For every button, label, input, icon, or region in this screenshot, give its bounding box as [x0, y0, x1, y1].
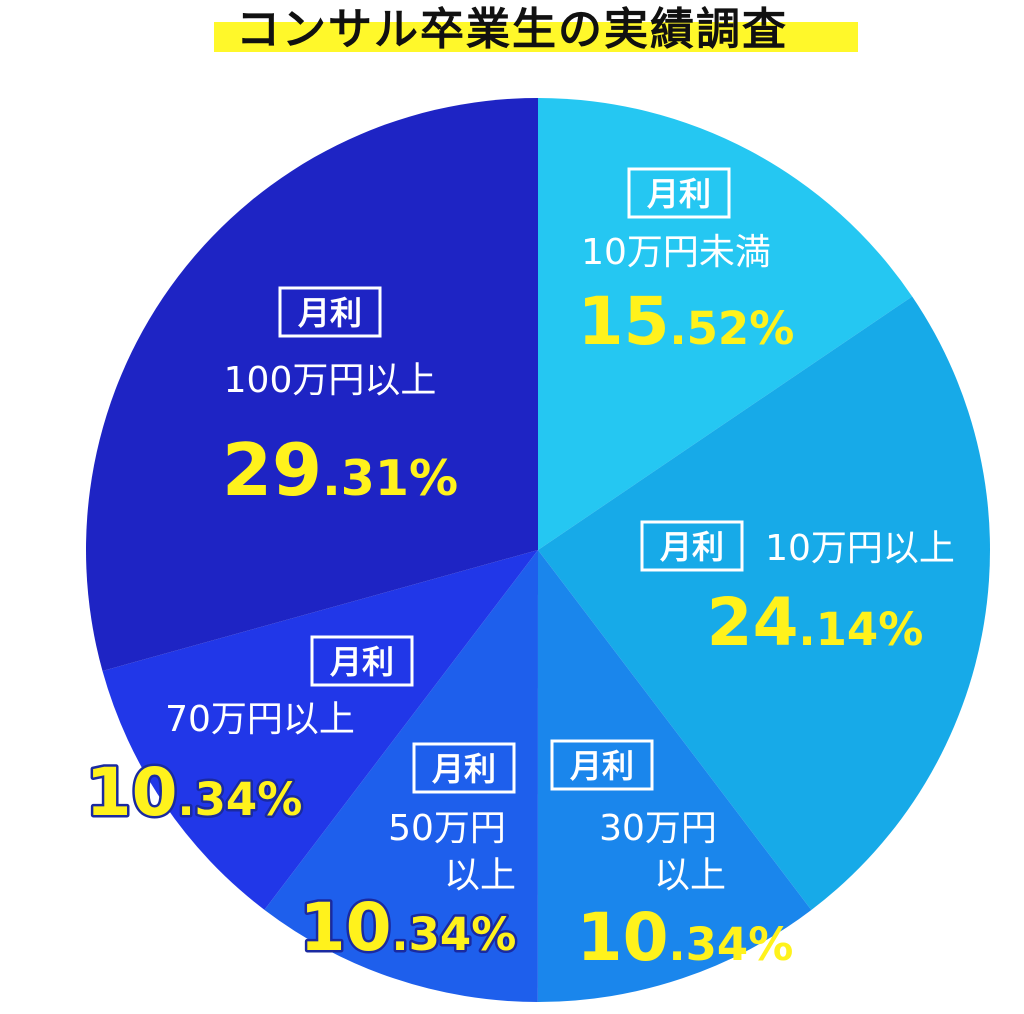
slice-label-6: 月利 100万円以上 29.31% [222, 286, 458, 512]
badge-text: 月利 [647, 175, 711, 213]
category-label: 100万円以上 [224, 360, 437, 401]
percent-decimal: .31% [322, 450, 458, 507]
percent-value: 24.14% [707, 584, 924, 661]
badge-box [640, 520, 744, 572]
title-highlight [214, 22, 858, 52]
category-label: 以上 [654, 855, 726, 896]
badge-text: 月利 [298, 294, 362, 332]
percent-decimal: .34% [669, 918, 794, 971]
percent-decimal: .34% [392, 908, 517, 961]
percent-value: 10.34% [86, 754, 303, 831]
category-label: 10万円以上 [765, 528, 955, 569]
badge-box [278, 286, 382, 338]
pie-slice-1 [538, 98, 913, 550]
badge-text: 月利 [330, 643, 394, 681]
badge-text: 月利 [570, 747, 634, 785]
slice-label-1: 月利 10万円未満 15.52% [578, 167, 795, 360]
pie-slice-6 [85, 98, 538, 671]
badge-box [412, 742, 516, 794]
percent-decimal: .14% [799, 603, 924, 656]
percent-integer: 10 [577, 899, 669, 976]
percent-value: 10.34% [300, 889, 517, 966]
title-area: コンサル卒業生の実績調査 [0, 0, 1024, 64]
percent-integer: 15 [578, 283, 670, 360]
chart-title: コンサル卒業生の実績調査 [236, 4, 788, 55]
badge-text: 月利 [432, 750, 496, 788]
percent-decimal: .34% [178, 773, 303, 826]
percent-integer: 10 [86, 754, 178, 831]
badge-box [310, 635, 414, 687]
category-label: 以上 [444, 855, 516, 896]
pie-slice-4 [264, 550, 538, 1002]
badge-box [550, 739, 654, 791]
percent-integer: 29 [222, 428, 322, 512]
percent-value: 29.31% [222, 428, 458, 512]
category-label: 30万円 [599, 808, 717, 849]
slice-label-5: 月利 70万円以上 10.34% [83, 635, 414, 834]
percent-decimal: .52% [670, 302, 795, 355]
pie-slice-5 [102, 550, 539, 910]
category-label: 10万円未満 [581, 232, 771, 273]
pie-slice-3 [537, 550, 812, 1002]
pie-slice-2 [538, 296, 991, 910]
percent-integer: 10 [300, 889, 392, 966]
percent-integer: 24 [707, 584, 799, 661]
category-label: 50万円 [388, 808, 506, 849]
percent-value: 10.34% [577, 899, 794, 976]
badge-text: 月利 [660, 528, 724, 566]
percent-value: 15.52% [578, 283, 795, 360]
slice-label-2: 月利 10万円以上 24.14% [640, 520, 955, 661]
badge-box [627, 167, 731, 219]
category-label: 70万円以上 [165, 699, 355, 740]
